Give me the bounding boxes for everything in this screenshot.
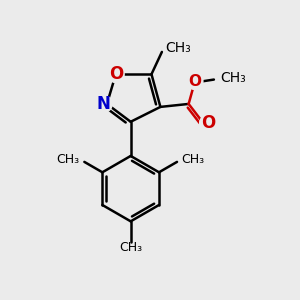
Text: O: O [109,65,123,83]
Circle shape [200,115,216,132]
Text: CH₃: CH₃ [182,153,205,166]
Circle shape [107,66,124,82]
Text: N: N [97,95,111,113]
Circle shape [186,73,203,89]
Circle shape [96,96,112,112]
Text: O: O [201,114,215,132]
Text: CH₃: CH₃ [57,153,80,166]
Text: O: O [188,74,201,88]
Text: CH₃: CH₃ [220,71,246,85]
Text: CH₃: CH₃ [165,41,190,56]
Text: CH₃: CH₃ [119,241,142,254]
